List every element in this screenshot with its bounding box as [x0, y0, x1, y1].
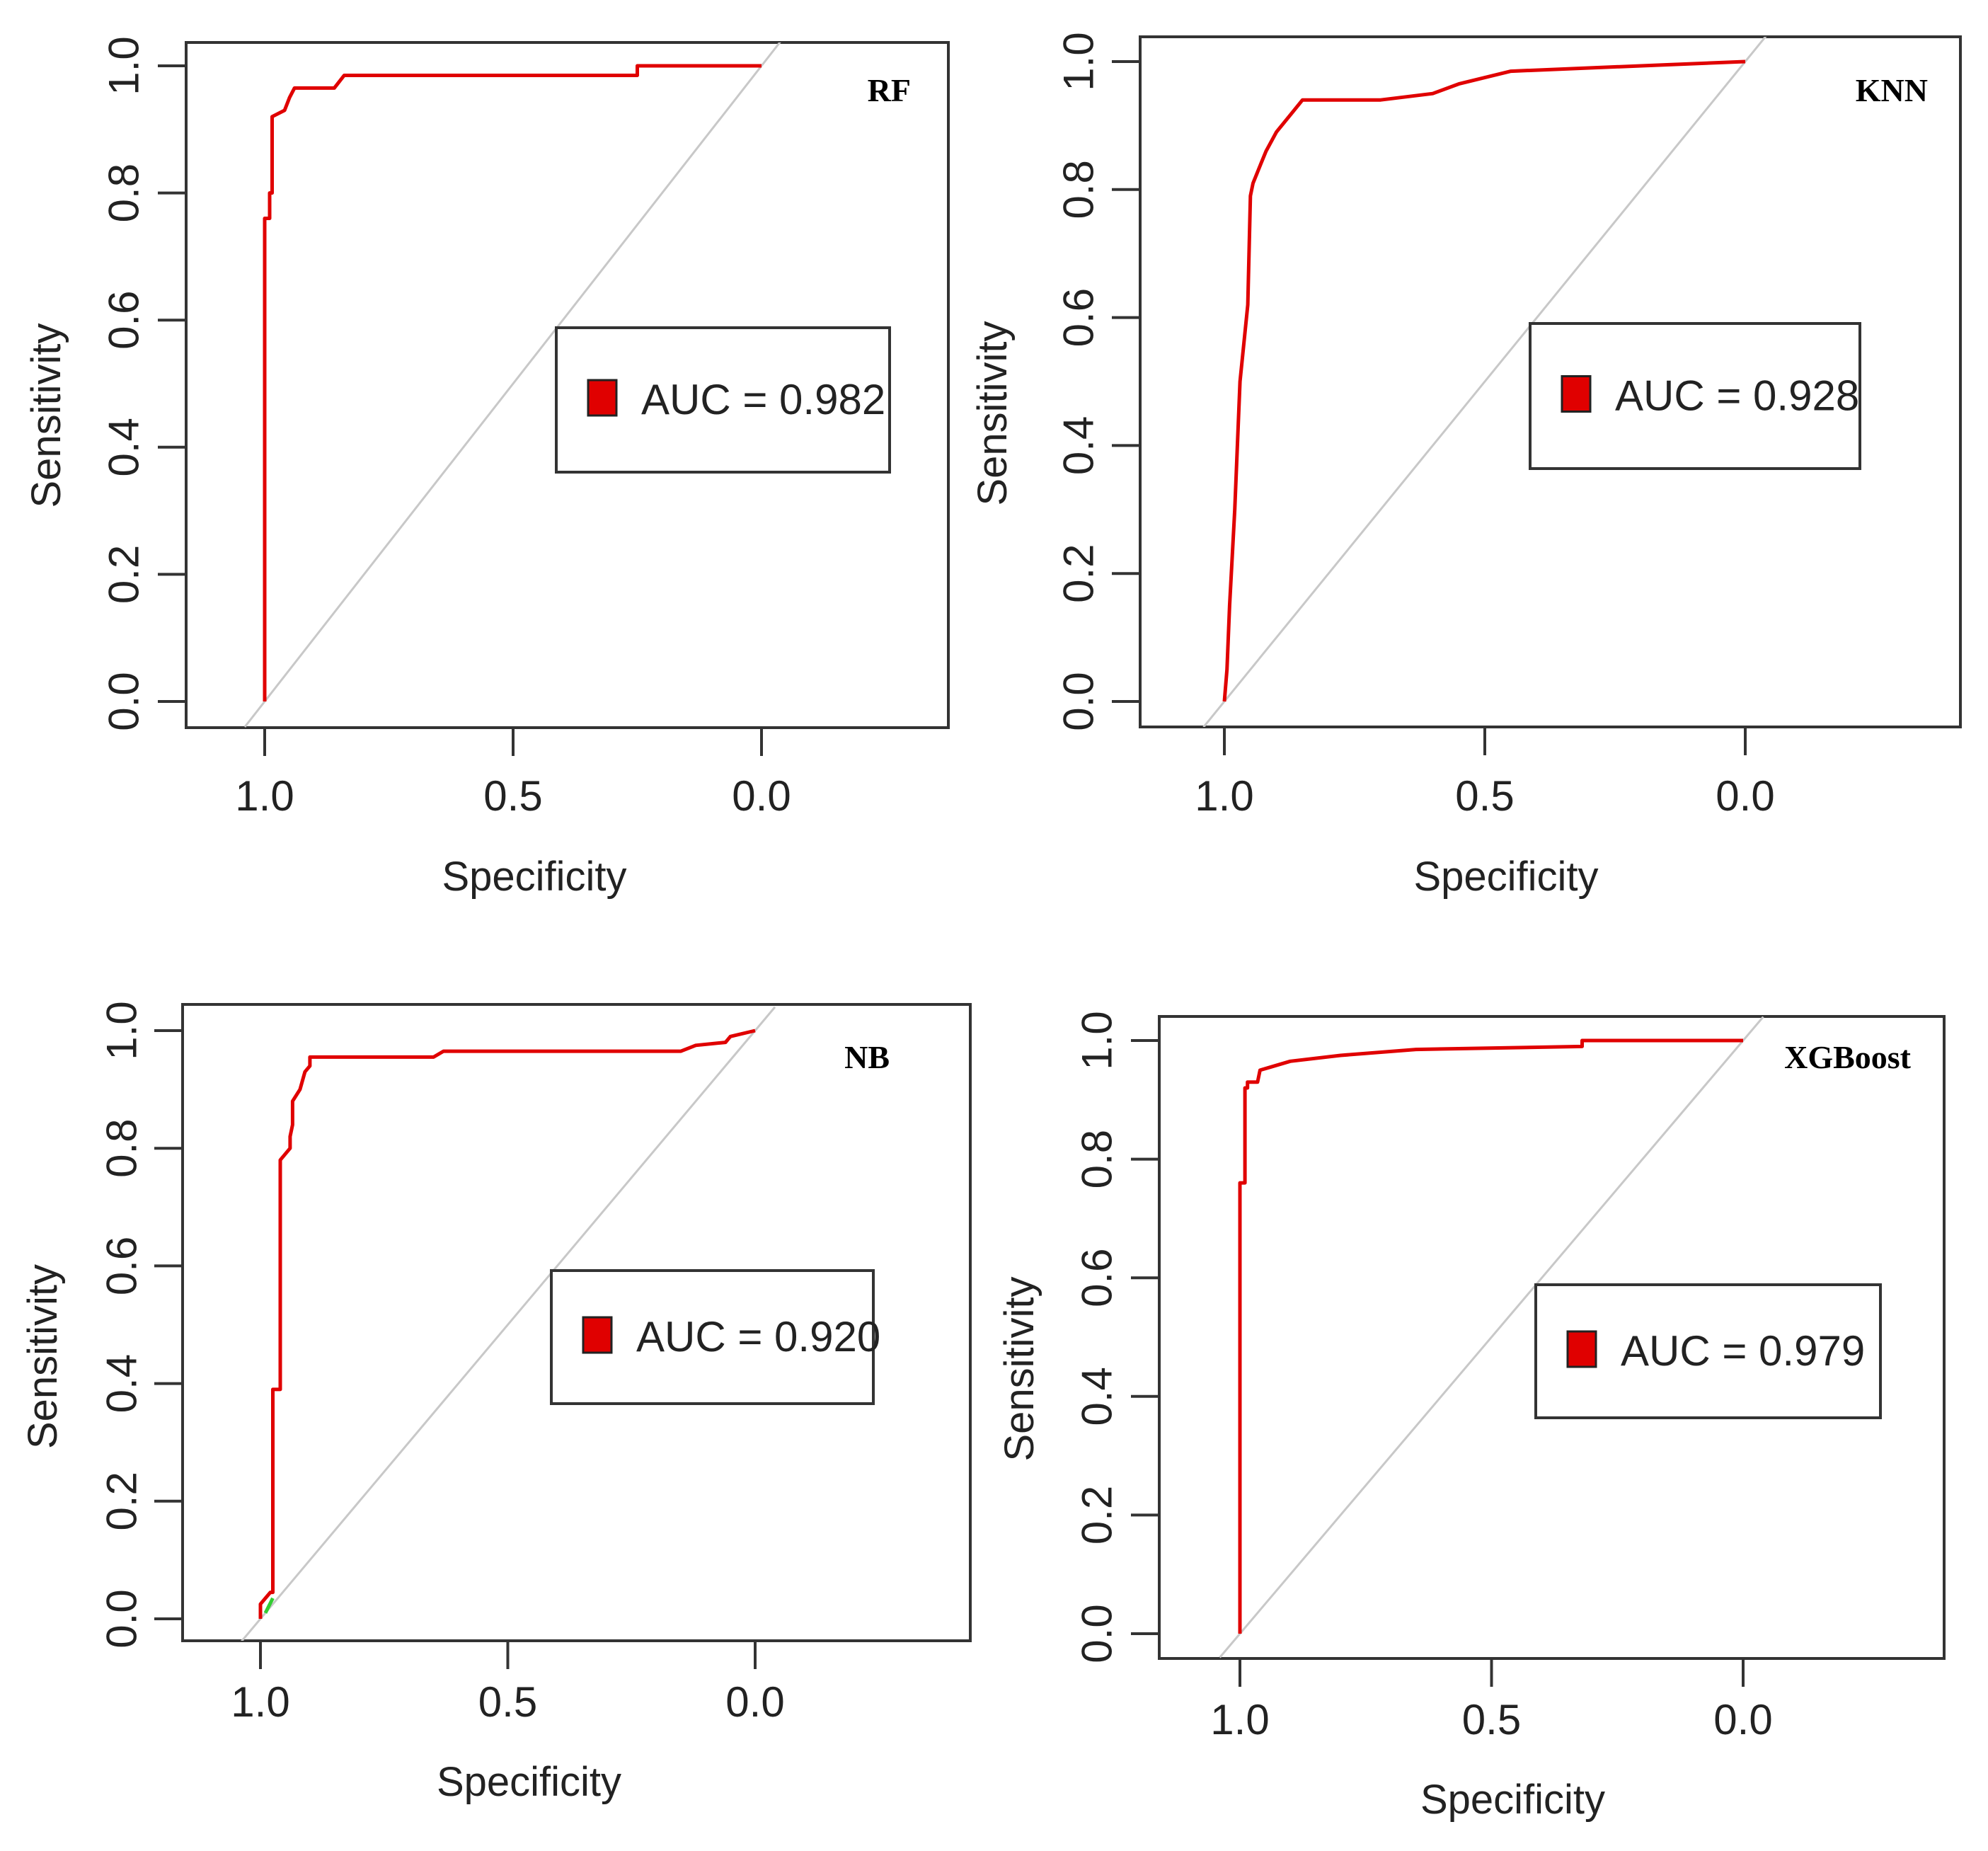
- y-tick-label: 0.0: [1055, 672, 1103, 730]
- roc-panel-nb: 1.0 0.5 0.0 0.0 0.2 0.4 0.6 0.8 1.0 Specificity Se…: [20, 1001, 972, 1805]
- y-axis-title: Sensitivity: [20, 1264, 66, 1449]
- y-tick-label: 1.0: [100, 36, 148, 95]
- roc-curve-knn: [1222, 59, 1746, 702]
- diagonal-reference-line: [1219, 1016, 1764, 1658]
- y-axis-title: Sensitivity: [970, 321, 1016, 505]
- legend: AUC = 0.982: [555, 326, 891, 474]
- legend: AUC = 0.920: [550, 1269, 880, 1405]
- diagonal-reference-line: [243, 42, 781, 728]
- diagonal-reference-line: [1202, 37, 1767, 727]
- x-tick-label: 0.0: [1713, 1696, 1772, 1743]
- diagonal-reference-line: [240, 1006, 776, 1641]
- legend-swatch: [587, 379, 618, 417]
- y-tick-label: 0.4: [100, 418, 148, 476]
- x-axis-title: Specificity: [442, 854, 626, 900]
- y-tick-label: 0.8: [1055, 160, 1103, 219]
- legend-swatch: [1561, 375, 1592, 413]
- y-tick-label: 0.6: [1074, 1248, 1121, 1307]
- x-tick-label: 0.0: [725, 1678, 784, 1726]
- y-tick-label: 1.0: [1074, 1011, 1121, 1070]
- model-label: XGBoost: [1784, 1039, 1912, 1075]
- y-tick-label: 0.2: [98, 1472, 146, 1530]
- x-tick-label: 0.0: [1716, 772, 1774, 820]
- legend-swatch: [582, 1316, 613, 1354]
- y-tick-label: 0.8: [100, 164, 148, 222]
- y-tick-label: 0.6: [100, 290, 148, 349]
- y-axis-title: Sensitivity: [996, 1276, 1042, 1461]
- roc-curve-rf: [263, 64, 762, 701]
- x-tick-label: 0.0: [732, 772, 791, 820]
- auc-value: AUC = 0.979: [1621, 1327, 1865, 1375]
- x-tick-label: 0.5: [478, 1678, 537, 1726]
- y-tick-label: 0.2: [1074, 1486, 1121, 1545]
- x-tick-label: 0.5: [483, 772, 542, 820]
- roc-curve-nb: [258, 1028, 756, 1619]
- legend: AUC = 0.979: [1534, 1283, 1882, 1419]
- roc-panel-rf: 1.0 0.5 0.0 0.0 0.2 0.4 0.6 0.8 1.0 Specificity Se…: [23, 36, 950, 900]
- y-tick-label: 0.8: [1074, 1130, 1121, 1188]
- y-tick-label: 0.0: [1074, 1604, 1121, 1663]
- legend: AUC = 0.928: [1529, 322, 1861, 470]
- y-axis-title: Sensitivity: [23, 323, 69, 508]
- x-axis-title: Specificity: [437, 1759, 621, 1805]
- x-tick-label: 1.0: [1210, 1696, 1269, 1743]
- x-tick-label: 0.5: [1462, 1696, 1521, 1743]
- auc-value: AUC = 0.928: [1615, 372, 1859, 420]
- auc-value: AUC = 0.982: [641, 376, 885, 423]
- origin-marker: [263, 1597, 275, 1614]
- x-tick-label: 0.5: [1455, 772, 1514, 820]
- x-axis-title: Specificity: [1420, 1777, 1605, 1823]
- y-tick-label: 0.6: [1055, 288, 1103, 347]
- x-axis-title: Specificity: [1413, 854, 1598, 900]
- y-tick-label: 0.0: [100, 672, 148, 730]
- y-tick-label: 0.0: [98, 1589, 146, 1648]
- y-tick-label: 1.0: [98, 1001, 146, 1060]
- model-label: KNN: [1856, 72, 1928, 108]
- legend-swatch: [1566, 1330, 1597, 1368]
- y-tick-label: 0.4: [98, 1354, 146, 1413]
- y-tick-label: 0.6: [98, 1237, 146, 1295]
- y-tick-label: 0.4: [1055, 416, 1103, 475]
- x-tick-label: 1.0: [231, 1678, 289, 1726]
- y-tick-label: 0.4: [1074, 1367, 1121, 1426]
- y-tick-label: 1.0: [1055, 32, 1103, 91]
- model-label: RF: [868, 72, 911, 108]
- y-tick-label: 0.2: [1055, 544, 1103, 602]
- x-tick-label: 1.0: [1195, 772, 1253, 820]
- y-tick-label: 0.2: [100, 545, 148, 604]
- y-tick-label: 0.8: [98, 1118, 146, 1177]
- auc-value: AUC = 0.920: [636, 1313, 880, 1360]
- roc-panel-knn: 1.0 0.5 0.0 0.0 0.2 0.4 0.6 0.8 1.0 Specificity Se…: [970, 32, 1962, 900]
- roc-curve-xgboost: [1238, 1038, 1743, 1634]
- roc-panel-xgboost: 1.0 0.5 0.0 0.0 0.2 0.4 0.6 0.8 1.0 Specificity Se…: [996, 1011, 1946, 1823]
- model-label: NB: [844, 1039, 890, 1075]
- x-tick-label: 1.0: [235, 772, 294, 820]
